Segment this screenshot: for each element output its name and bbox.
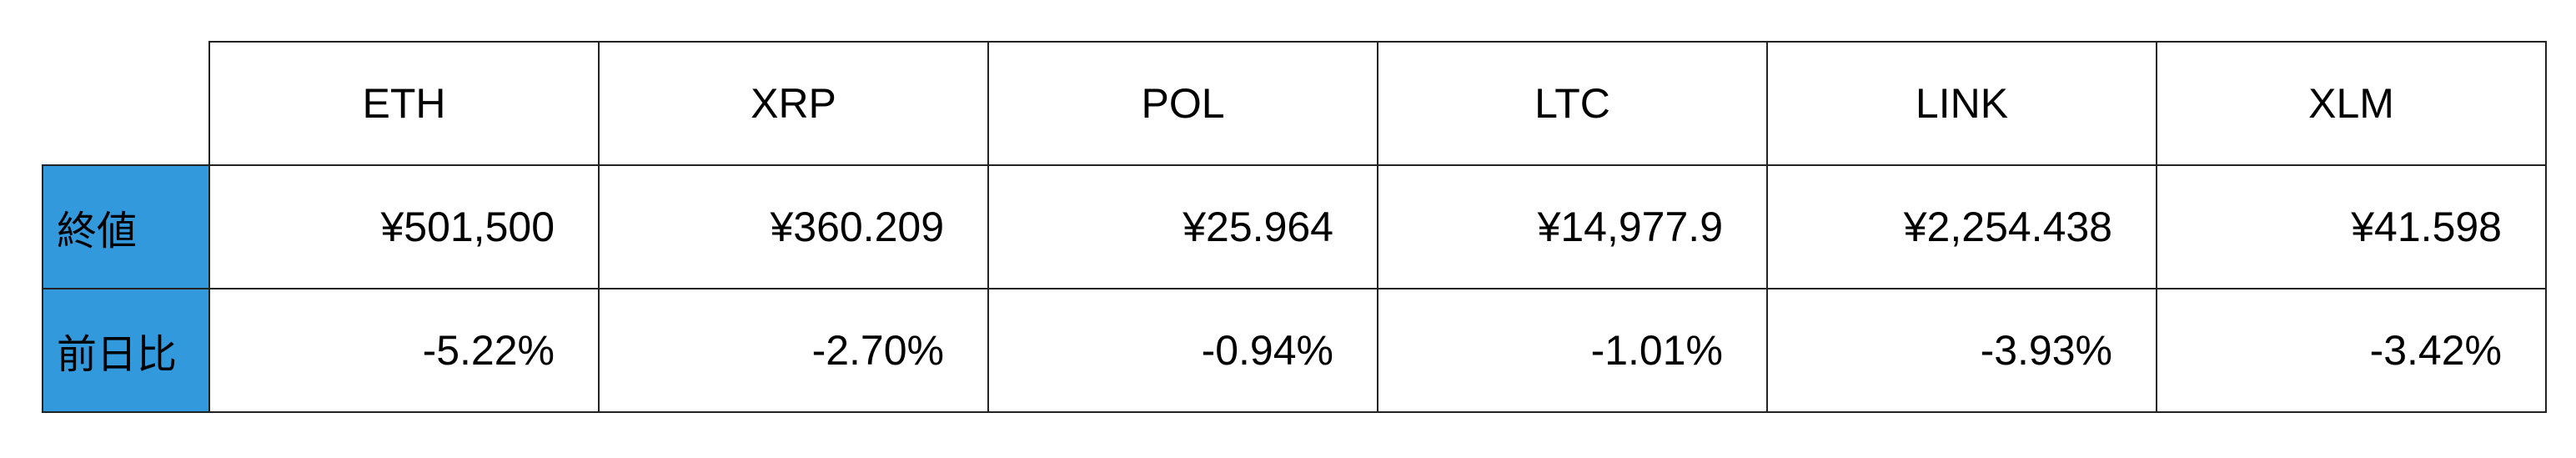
column-header-pol: POL [987,41,1378,166]
column-header-xlm: XLM [2156,41,2547,166]
cell-day-change-pol: -0.94% [987,288,1378,413]
table-row-day-change: 前日比 -5.22% -2.70% -0.94% -1.01% -3.93% -… [42,288,2547,413]
column-header-ltc: LTC [1377,41,1768,166]
cell-closing-price-pol: ¥25.964 [987,164,1378,289]
header-row: ETH XRP POL LTC LINK XLM [43,41,2547,166]
cell-day-change-xrp: -2.70% [598,288,989,413]
cell-day-change-link: -3.93% [1766,288,2157,413]
cell-closing-price-xlm: ¥41.598 [2156,164,2547,289]
cell-closing-price-link: ¥2,254.438 [1766,164,2157,289]
row-label-day-change: 前日比 [42,288,210,413]
cell-closing-price-ltc: ¥14,977.9 [1377,164,1768,289]
cell-day-change-eth: -5.22% [208,288,600,413]
corner-cell [43,42,210,166]
column-header-xrp: XRP [598,41,989,166]
column-header-link: LINK [1766,41,2157,166]
cell-closing-price-eth: ¥501,500 [208,164,600,289]
cell-day-change-xlm: -3.42% [2156,288,2547,413]
crypto-price-table: ETH XRP POL LTC LINK XLM 終値 ¥501,500 ¥36… [42,41,2547,413]
table-row-closing-price: 終値 ¥501,500 ¥360.209 ¥25.964 ¥14,977.9 ¥… [42,164,2547,289]
row-label-closing-price: 終値 [42,164,210,289]
column-header-eth: ETH [208,41,600,166]
cell-day-change-ltc: -1.01% [1377,288,1768,413]
cell-closing-price-xrp: ¥360.209 [598,164,989,289]
